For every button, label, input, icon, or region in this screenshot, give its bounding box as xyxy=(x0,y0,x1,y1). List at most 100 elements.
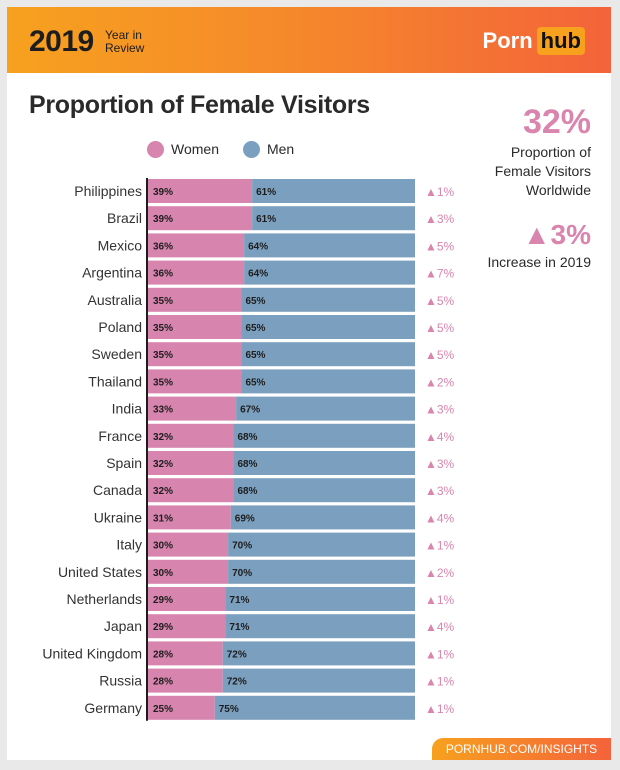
value-label-men-philippines: 61% xyxy=(256,187,276,198)
value-label-men-poland: 65% xyxy=(245,323,265,334)
change-label-italy: ▲1% xyxy=(425,539,455,553)
bar-women-united-states xyxy=(148,559,229,584)
bar-women-united-kingdom xyxy=(148,641,223,666)
value-label-men-netherlands: 71% xyxy=(229,595,249,606)
value-label-men-united-kingdom: 72% xyxy=(227,649,247,660)
bar-men-india xyxy=(236,396,415,421)
category-label-italy: Italy xyxy=(116,537,142,553)
bar-men-poland xyxy=(241,315,415,339)
bar-men-mexico xyxy=(244,233,415,258)
bar-men-france xyxy=(233,423,415,448)
value-label-men-sweden: 65% xyxy=(245,350,265,361)
legend-swatch-men xyxy=(242,140,260,158)
category-label-canada: Canada xyxy=(93,482,142,498)
category-label-russia: Russia xyxy=(99,673,142,689)
value-label-men-germany: 75% xyxy=(219,704,239,715)
change-label-spain: ▲3% xyxy=(425,457,455,471)
change-label-sweden: ▲5% xyxy=(425,348,455,362)
increase-percentage: ▲3% xyxy=(522,219,591,250)
category-label-france: France xyxy=(98,428,142,444)
bar-women-canada xyxy=(148,478,234,503)
value-label-women-spain: 32% xyxy=(153,459,173,470)
bar-women-philippines xyxy=(148,179,253,203)
bar-women-argentina xyxy=(148,260,245,285)
value-label-women-brazil: 39% xyxy=(153,214,173,225)
value-label-women-netherlands: 29% xyxy=(153,595,173,606)
change-label-united-kingdom: ▲1% xyxy=(425,647,455,661)
bar-women-russia xyxy=(148,668,223,693)
legend-swatch-women xyxy=(147,140,164,158)
category-label-spain: Spain xyxy=(106,455,142,471)
bar-men-canada xyxy=(233,478,415,503)
legend-label-women: Women xyxy=(171,141,219,157)
bar-men-netherlands xyxy=(225,587,415,611)
chart-legend: Women Men xyxy=(147,139,318,159)
value-label-men-india: 67% xyxy=(240,405,260,416)
value-label-women-russia: 28% xyxy=(153,677,173,688)
bar-women-india xyxy=(148,396,237,421)
bar-women-italy xyxy=(148,532,229,557)
value-label-women-mexico: 36% xyxy=(153,241,173,252)
increase-caption: Increase in 2019 xyxy=(487,254,591,270)
value-label-men-brazil: 61% xyxy=(256,214,276,225)
insights-link[interactable]: PORNHUB.COM/INSIGHTS xyxy=(432,738,611,760)
category-label-australia: Australia xyxy=(88,292,143,308)
bar-women-brazil xyxy=(148,206,253,231)
value-label-women-thailand: 35% xyxy=(153,377,173,388)
bar-women-australia xyxy=(148,287,242,312)
bar-women-japan xyxy=(148,614,226,639)
bar-women-thailand xyxy=(148,369,242,394)
bar-women-netherlands xyxy=(148,587,226,611)
change-label-ukraine: ▲4% xyxy=(425,511,455,525)
category-label-germany: Germany xyxy=(84,700,142,716)
change-label-france: ▲4% xyxy=(425,430,455,444)
bar-men-thailand xyxy=(241,369,415,394)
value-label-men-united-states: 70% xyxy=(232,568,252,579)
value-label-women-sweden: 35% xyxy=(153,350,173,361)
category-label-netherlands: Netherlands xyxy=(67,591,143,607)
change-label-thailand: ▲2% xyxy=(425,375,455,389)
year-in-review-label: Year in Review xyxy=(105,28,145,55)
value-label-women-poland: 35% xyxy=(153,323,173,334)
bar-men-united-states xyxy=(228,559,415,584)
year-label: 2019 xyxy=(29,25,94,58)
value-label-women-italy: 30% xyxy=(153,541,173,552)
bar-men-russia xyxy=(222,668,415,693)
category-label-united-states: United States xyxy=(58,564,142,580)
value-label-men-thailand: 65% xyxy=(245,377,265,388)
legend-label-men: Men xyxy=(266,141,295,157)
value-label-men-france: 68% xyxy=(237,432,257,443)
bar-men-spain xyxy=(233,451,415,475)
legend-item-women: Women xyxy=(147,140,219,158)
change-label-australia: ▲5% xyxy=(425,294,455,308)
value-label-men-ukraine: 69% xyxy=(235,513,255,524)
category-label-thailand: Thailand xyxy=(88,373,142,389)
change-label-russia: ▲1% xyxy=(425,675,455,689)
value-label-men-canada: 68% xyxy=(237,486,257,497)
bar-women-ukraine xyxy=(148,505,231,530)
change-label-germany: ▲1% xyxy=(425,702,455,716)
category-label-argentina: Argentina xyxy=(82,265,142,281)
value-label-men-spain: 68% xyxy=(237,459,257,470)
change-label-netherlands: ▲1% xyxy=(425,593,455,607)
category-label-japan: Japan xyxy=(104,618,142,634)
value-label-women-united-kingdom: 28% xyxy=(153,649,173,660)
change-label-india: ▲3% xyxy=(425,403,455,417)
category-label-philippines: Philippines xyxy=(74,183,142,199)
logo-text-part2: hub xyxy=(536,27,585,55)
bar-women-spain xyxy=(148,451,234,475)
value-label-women-france: 32% xyxy=(153,432,173,443)
change-label-japan: ▲4% xyxy=(425,620,455,634)
value-label-men-australia: 65% xyxy=(245,296,265,307)
value-label-men-japan: 71% xyxy=(229,622,249,633)
bar-men-australia xyxy=(241,287,415,312)
change-label-canada: ▲3% xyxy=(425,484,455,498)
category-label-poland: Poland xyxy=(98,319,142,335)
infographic-card: 2019 Year in Review Porn hub Proportion … xyxy=(7,7,611,760)
brand-logo: Porn hub xyxy=(483,27,585,55)
change-label-argentina: ▲7% xyxy=(425,267,455,281)
bar-women-sweden xyxy=(148,342,242,367)
category-label-united-kingdom: United Kingdom xyxy=(42,645,142,661)
header-banner: 2019 Year in Review Porn hub xyxy=(7,7,611,73)
category-label-brazil: Brazil xyxy=(107,210,142,226)
